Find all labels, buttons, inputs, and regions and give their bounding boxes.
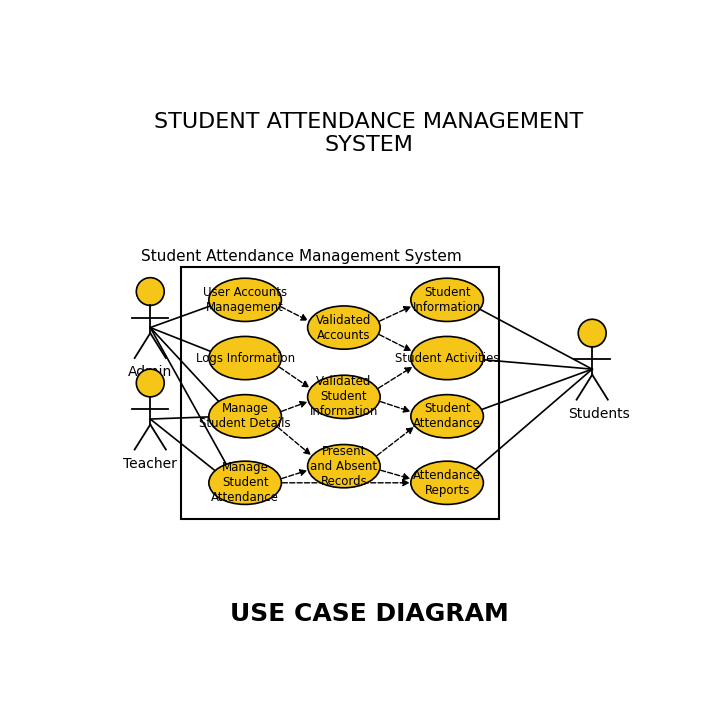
FancyBboxPatch shape bbox=[181, 266, 499, 519]
Text: Students: Students bbox=[568, 407, 630, 421]
Circle shape bbox=[136, 369, 164, 397]
Text: Student
Attendance: Student Attendance bbox=[413, 402, 481, 431]
Text: Attendance
Reports: Attendance Reports bbox=[413, 469, 481, 497]
Text: User Accounts
Management: User Accounts Management bbox=[203, 286, 287, 314]
Ellipse shape bbox=[307, 444, 380, 487]
Ellipse shape bbox=[209, 336, 282, 379]
Ellipse shape bbox=[209, 462, 282, 505]
Text: USE CASE DIAGRAM: USE CASE DIAGRAM bbox=[230, 602, 508, 626]
Circle shape bbox=[578, 319, 606, 347]
Text: Logs Information: Logs Information bbox=[196, 351, 294, 364]
Ellipse shape bbox=[411, 462, 483, 505]
Ellipse shape bbox=[209, 395, 282, 438]
Text: Validated
Accounts: Validated Accounts bbox=[316, 314, 372, 341]
Text: Manage
Student Details: Manage Student Details bbox=[199, 402, 291, 431]
Text: Teacher: Teacher bbox=[123, 456, 177, 471]
Text: Student Attendance Management System: Student Attendance Management System bbox=[141, 249, 462, 264]
Text: Student
Information: Student Information bbox=[413, 286, 481, 314]
Ellipse shape bbox=[307, 375, 380, 418]
Ellipse shape bbox=[209, 278, 282, 321]
Circle shape bbox=[136, 278, 164, 305]
Text: Student Activities: Student Activities bbox=[395, 351, 500, 364]
Text: Admin: Admin bbox=[128, 365, 172, 379]
Text: STUDENT ATTENDANCE MANAGEMENT
SYSTEM: STUDENT ATTENDANCE MANAGEMENT SYSTEM bbox=[154, 112, 584, 155]
Text: Validated
Student
Information: Validated Student Information bbox=[310, 375, 378, 418]
Ellipse shape bbox=[411, 395, 483, 438]
Ellipse shape bbox=[307, 306, 380, 349]
Text: Present
and Absent
Records: Present and Absent Records bbox=[310, 445, 377, 487]
Ellipse shape bbox=[411, 278, 483, 321]
Ellipse shape bbox=[411, 336, 483, 379]
Text: Manage
Student
Attendance: Manage Student Attendance bbox=[211, 462, 279, 504]
